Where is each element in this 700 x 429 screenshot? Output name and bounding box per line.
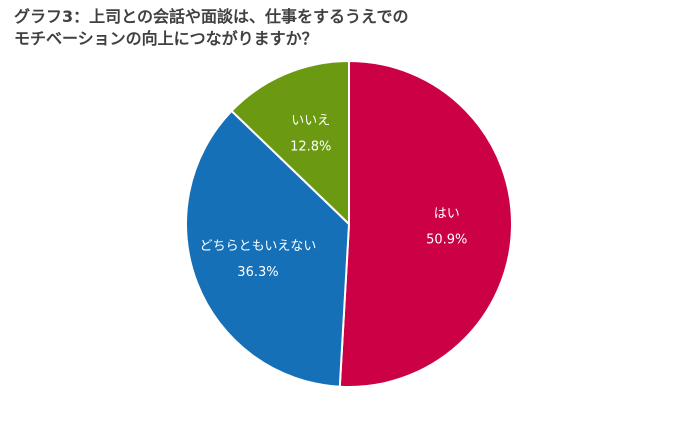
slice-label: どちらともいえない <box>200 239 317 254</box>
slice-label: はい <box>434 206 460 221</box>
chart-title: モチベーションの向上につながりますか？ <box>14 29 318 48</box>
pie-slice <box>185 109 351 388</box>
slice-label: いいえ <box>291 114 330 129</box>
chart-title: グラフ3：上司との会話や面談は、仕事をするうえでの <box>14 7 409 26</box>
value-label: 36.3% <box>237 265 278 280</box>
pie-slice <box>338 59 514 388</box>
value-label: 12.8% <box>290 140 331 155</box>
value-label: 50.9% <box>426 232 467 247</box>
pie-slice <box>230 59 350 227</box>
